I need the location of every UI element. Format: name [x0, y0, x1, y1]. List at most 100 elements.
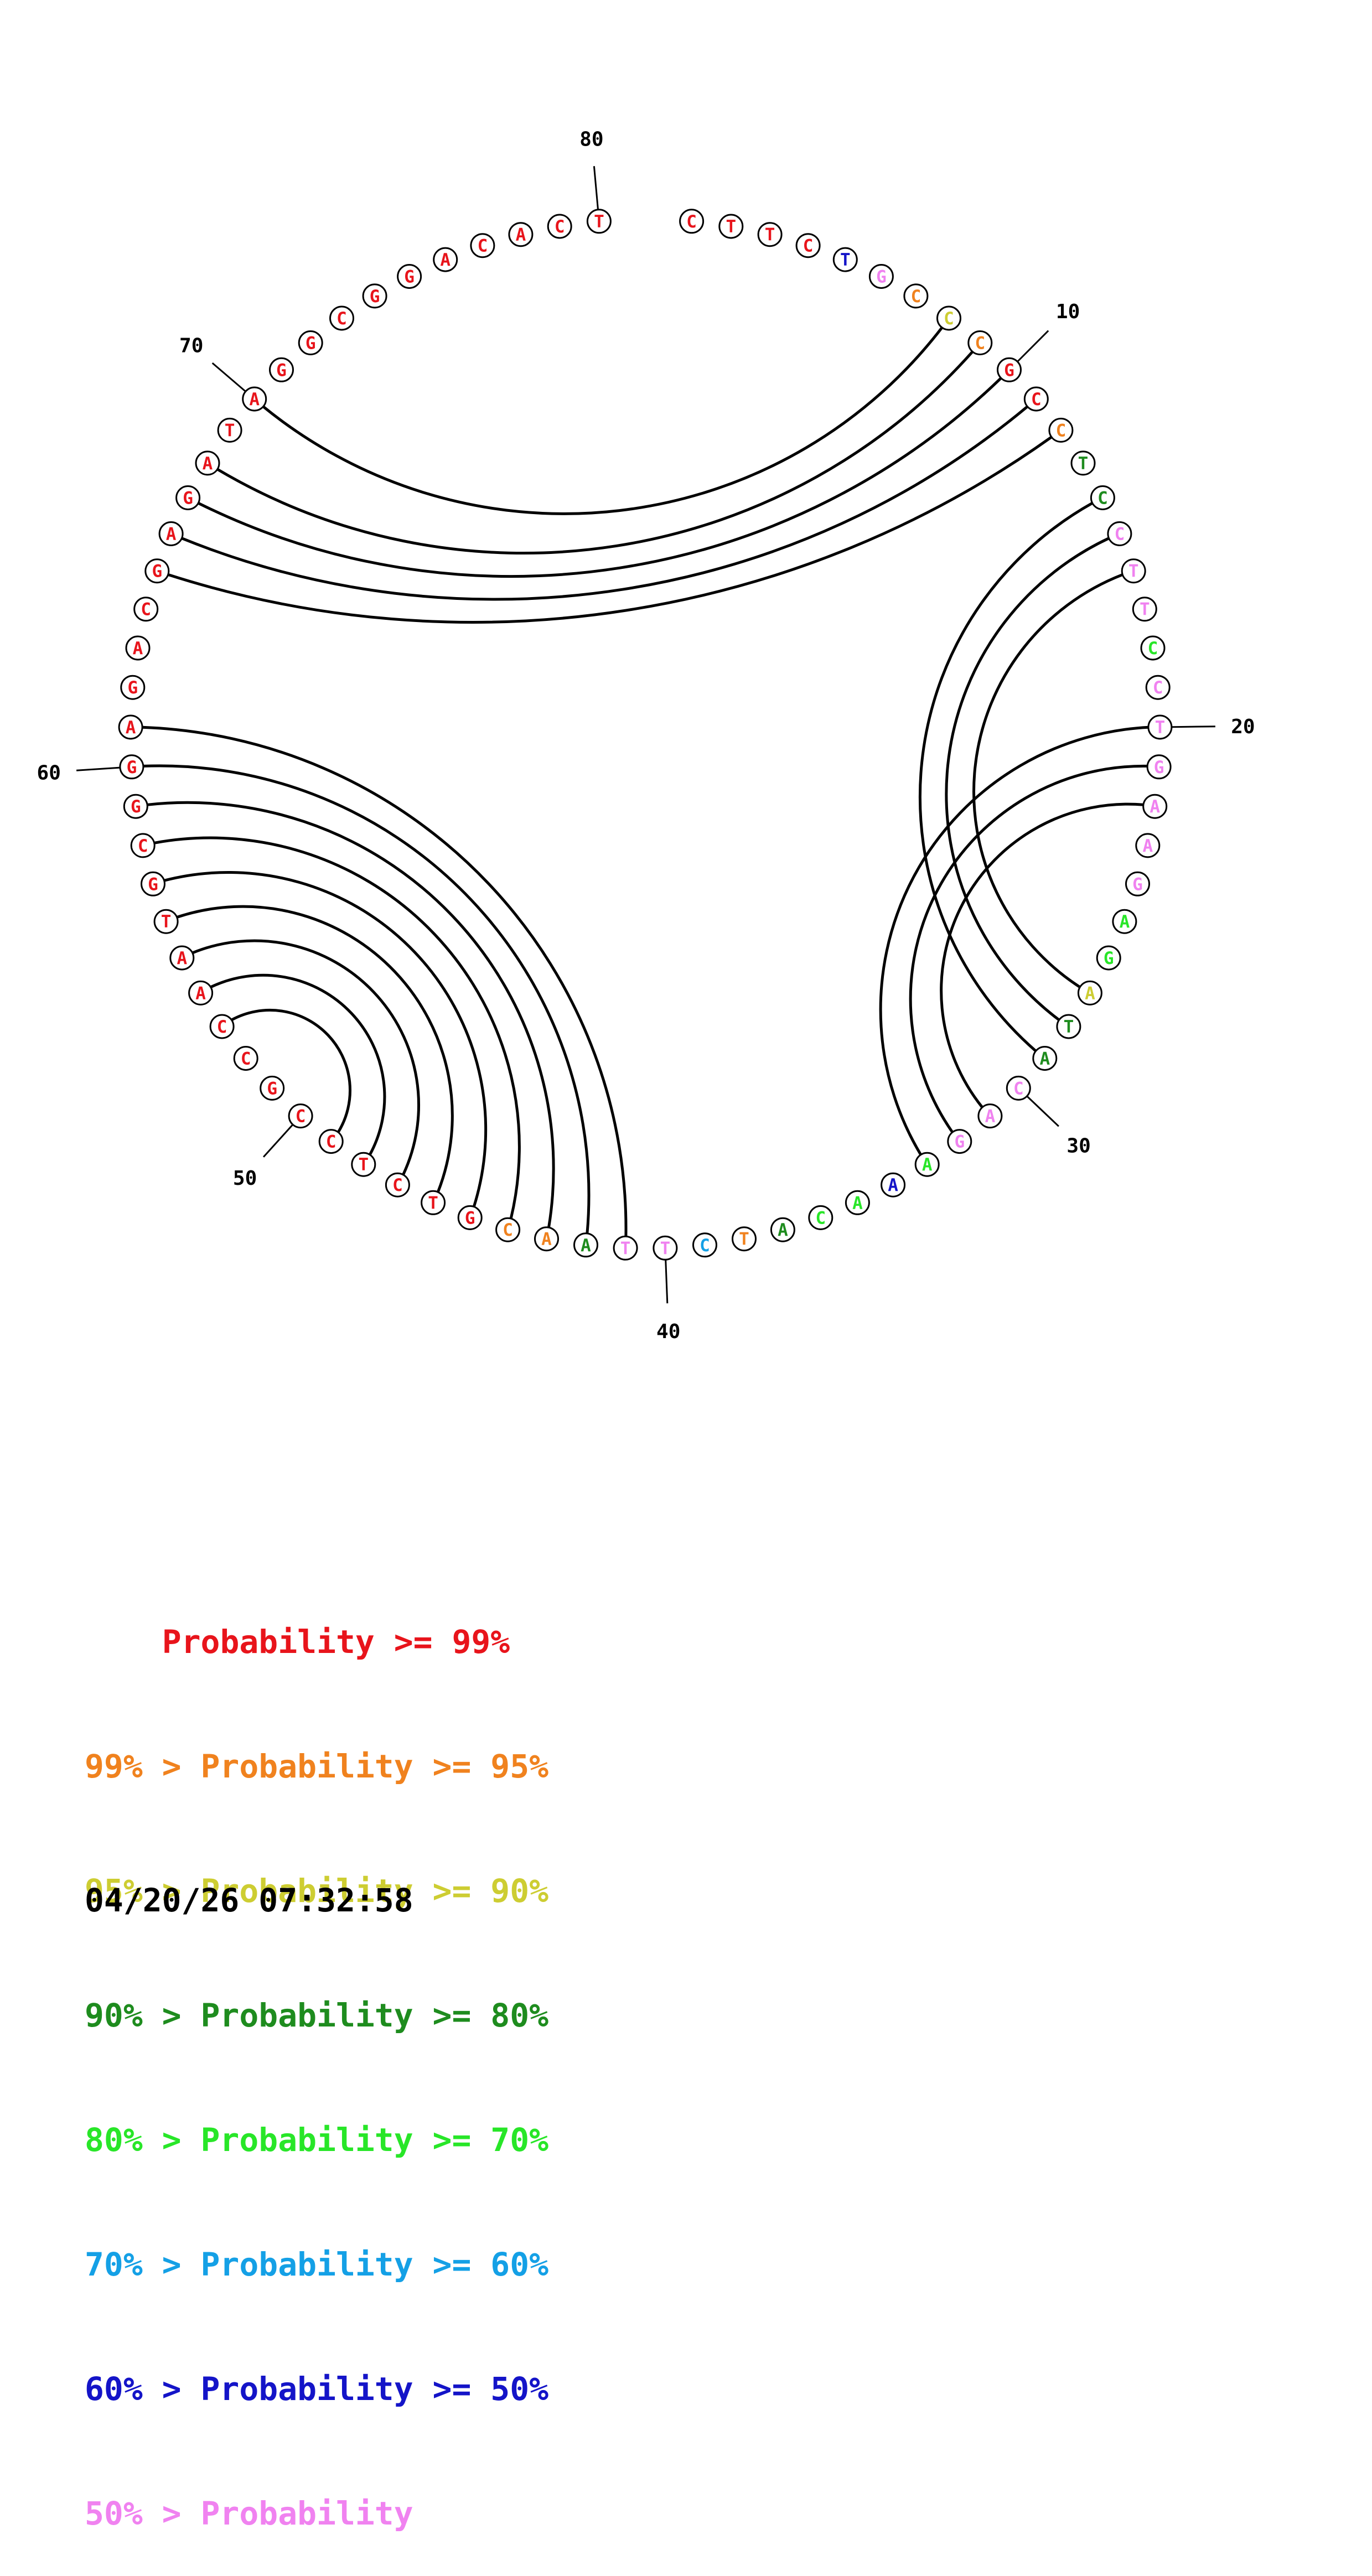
nucleotide: A — [1077, 980, 1102, 1005]
nucleotide: A — [534, 1226, 559, 1252]
nucleotide: G — [120, 675, 146, 700]
position-tick — [76, 766, 121, 771]
nucleotide-letter: A — [581, 1236, 591, 1256]
nucleotide-circle — [470, 233, 495, 258]
legend-prefix: 90% > — [85, 1997, 201, 2034]
nucleotide-letter: T — [1140, 600, 1150, 620]
nucleotide: C — [903, 283, 929, 309]
nucleotide: C — [1023, 386, 1049, 412]
nucleotide-letter: C — [392, 1175, 403, 1195]
nucleotide-circle — [868, 264, 894, 289]
nucleotide-letter: A — [1150, 797, 1160, 817]
nucleotide-letter: T — [428, 1193, 438, 1213]
nucleotide: T — [1070, 450, 1096, 476]
legend-prefix: 80% > — [85, 2121, 201, 2159]
legend-row-6: 70% > Probability >= 60% — [85, 2244, 548, 2285]
nucleotide: C — [1145, 675, 1171, 700]
nucleotide-letter: A — [1142, 836, 1153, 856]
nucleotide-letter: A — [177, 948, 187, 968]
nucleotide-letter: C — [911, 287, 921, 307]
nucleotide-circle — [209, 1014, 235, 1039]
nucleotide-letter: T — [660, 1238, 671, 1258]
nucleotide-letter: A — [1120, 912, 1130, 932]
nucleotide-circle — [967, 330, 993, 355]
nucleotide-letter: T — [1155, 718, 1166, 738]
nucleotide-circle — [269, 357, 294, 382]
position-label: 70 — [179, 335, 203, 357]
nucleotide: C — [288, 1103, 313, 1129]
nucleotide-letter: A — [985, 1107, 996, 1127]
nucleotide: G — [141, 871, 165, 896]
legend-row-4: 90% > Probability >= 80% — [85, 1995, 548, 2036]
nucleotide-circle — [1142, 794, 1168, 819]
nucleotide-circle — [1006, 1075, 1031, 1101]
nucleotide-circle — [757, 222, 783, 247]
nucleotide-letter: C — [1115, 525, 1125, 545]
nucleotide: T — [613, 1235, 638, 1261]
legend-label: Probability — [200, 2495, 413, 2532]
base-pair-arc — [945, 537, 1110, 1022]
nucleotide-letter: C — [336, 309, 347, 329]
nucleotide: T — [732, 1226, 757, 1252]
nucleotide-letter: C — [555, 217, 565, 237]
nucleotide: C — [1140, 635, 1166, 661]
base-pair-arc — [216, 350, 974, 554]
nucleotide-circle — [1070, 450, 1096, 476]
nucleotide-letter: G — [267, 1079, 277, 1098]
legend-prefix: 99% > — [85, 1748, 201, 1785]
nucleotide: A — [433, 247, 458, 272]
nucleotide-circle — [421, 1190, 446, 1215]
nucleotide-letter: A — [888, 1175, 898, 1195]
nucleotide-circle — [692, 1232, 717, 1258]
nucleotide-circle — [977, 1103, 1003, 1129]
nucleotide-circle — [1048, 417, 1074, 443]
legend-prefix: 70% > — [85, 2246, 201, 2283]
nucleotide-letter: G — [876, 267, 887, 287]
nucleotide-circle — [1145, 675, 1171, 700]
nucleotide-circle — [832, 247, 858, 272]
nucleotide-circle — [1096, 945, 1121, 971]
nucleotide-letter: C — [975, 334, 985, 354]
nucleotide-circle — [1023, 386, 1049, 412]
position-tick — [593, 166, 599, 210]
nucleotide: G — [868, 264, 894, 289]
nucleotide: T — [421, 1190, 446, 1215]
nucleotide: A — [845, 1190, 870, 1215]
nucleotide-letter: C — [1153, 678, 1163, 698]
nucleotide-circle — [1121, 558, 1146, 584]
base-pair-arc — [181, 405, 1028, 601]
nucleotide: C — [1048, 417, 1074, 443]
nucleotide-letter: T — [739, 1230, 749, 1250]
nucleotide-circle — [188, 980, 214, 1005]
nucleotide-circle — [1107, 521, 1132, 546]
nucleotide: T — [351, 1152, 376, 1177]
nucleotide-circle — [534, 1226, 559, 1252]
position-label: 80 — [579, 128, 603, 151]
nucleotide-letter: C — [815, 1208, 826, 1228]
nucleotide-circle — [133, 597, 159, 622]
nucleotide-letter: G — [148, 874, 158, 894]
nucleotide-circle — [795, 233, 821, 258]
nucleotide: G — [362, 283, 387, 309]
nucleotide: G — [397, 264, 422, 289]
nucleotide-circle — [298, 330, 323, 355]
nucleotide-circle — [1135, 833, 1161, 858]
base-pair-arc — [210, 973, 386, 1155]
nucleotide-circle — [653, 1235, 678, 1261]
nucleotide-letter: G — [404, 267, 415, 287]
nucleotide-circle — [141, 871, 165, 896]
legend-prefix: 50% > — [85, 2495, 201, 2532]
base-pair-arc — [163, 871, 488, 1207]
nucleotide-letter: T — [1064, 1017, 1074, 1037]
base-pair-arc — [154, 836, 521, 1219]
nucleotide: A — [508, 222, 534, 247]
nucleotide-circle — [997, 357, 1022, 382]
nucleotide-letter: C — [141, 600, 151, 620]
probability-legend: Probability >= 99% 99% > Probability >= … — [85, 1538, 548, 2576]
base-pair-arc — [191, 939, 421, 1175]
nucleotide: C — [808, 1205, 833, 1230]
nucleotide: T — [832, 247, 858, 272]
nucleotide: C — [470, 233, 495, 258]
position-label: 40 — [656, 1320, 680, 1343]
